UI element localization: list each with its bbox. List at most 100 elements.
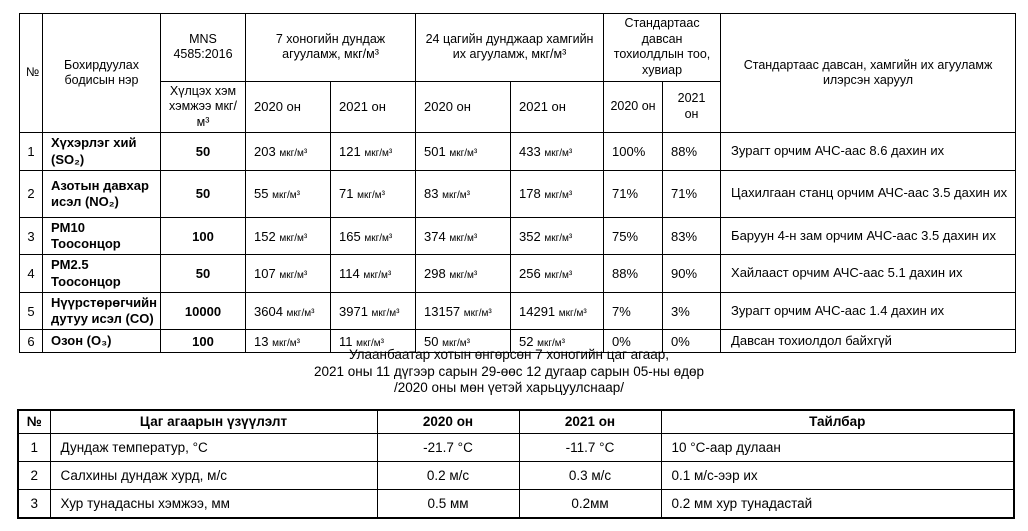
exceed-remark: Цахилгаан станц орчим АЧС-аас 3.5 дахин … — [720, 169, 1017, 218]
col-header-pollutant: Бохирдуулах бодисын нэр — [42, 12, 161, 134]
pct-2021: 0% — [662, 329, 722, 354]
row-number: 3 — [19, 216, 43, 256]
exceed-remark: Зурагт орчим АЧС-аас 8.6 дахин их — [720, 132, 1017, 171]
tolerance-limit: 100 — [160, 329, 246, 354]
value-unit: мкг/м³ — [544, 232, 573, 244]
tolerance-limit: 100 — [160, 216, 246, 256]
col-header-indicator: Цаг агаарын үзүүлэлт — [49, 409, 378, 434]
value-number: 203 — [254, 144, 276, 160]
col-header-weekly-2020: 2020 он — [245, 80, 331, 134]
tolerance-limit: 50 — [160, 254, 246, 293]
exceed-remark: Баруун 4-н зам орчим АЧС-аас 3.5 дахин и… — [720, 216, 1017, 256]
weather-note: 10 °С-аар дулаан — [660, 432, 1015, 462]
value-2021: 0.3 м/с — [518, 460, 662, 490]
col-header-daily-max: 24 цагийн дунджаар хамгийн их агууламж, … — [415, 13, 605, 82]
value-number: 433 — [519, 144, 541, 160]
value-number: 71 — [339, 186, 354, 202]
pct-2020: 71% — [603, 169, 664, 218]
value-unit: мкг/м³ — [356, 337, 385, 349]
pollutant-name: Хүхэрлэг хий (SO₂) — [42, 132, 161, 171]
value-unit: мкг/м³ — [286, 307, 315, 319]
weather-row-temperature: 1 Дундаж температур, °С -21.7 °С -11.7 °… — [17, 432, 1015, 462]
weekly-2021-value: 114 мкг/м³ — [329, 254, 417, 293]
value-unit: мкг/м³ — [272, 190, 300, 202]
daily-2021-value: 14291 мкг/м³ — [510, 291, 605, 331]
value-unit: мкг/м³ — [371, 307, 400, 319]
exceed-remark: Зурагт орчим АЧС-аас 1.4 дахин их — [720, 291, 1017, 331]
value-number: 11 — [339, 333, 353, 349]
value-number: 52 — [519, 333, 534, 349]
weekly-2020-value: 203 мкг/м³ — [245, 132, 331, 171]
col-header-exceed-station: Стандартаас давсан, хамгийн их агууламж … — [720, 12, 1017, 134]
pollutant-name: Озон (O₃) — [42, 329, 161, 354]
weather-header-row: № Цаг агаарын үзүүлэлт 2020 он 2021 он Т… — [17, 409, 1015, 434]
pct-2020: 7% — [603, 291, 664, 331]
pct-2020: 100% — [603, 132, 664, 171]
col-header-2020: 2020 он — [376, 409, 520, 434]
value-number: 107 — [254, 266, 276, 282]
daily-2020-value: 83 мкг/м³ — [415, 169, 512, 218]
col-header-pct-2021: 2021 он — [662, 80, 722, 134]
weekly-2021-value: 165 мкг/м³ — [329, 216, 417, 256]
value-number: 178 — [519, 186, 541, 202]
col-header-weekly-2021: 2021 он — [329, 80, 417, 134]
value-unit: мкг/м³ — [463, 307, 492, 319]
pollution-row-pm10: 3 PM10 Тоосонцор 100 152 мкг/м³ 165 мкг/… — [19, 216, 1017, 256]
weather-note: 0.1 м/с-ээр их — [660, 460, 1015, 490]
value-number: 14291 — [519, 303, 556, 319]
col-header-daily-2020: 2020 он — [415, 80, 512, 134]
value-unit: мкг/м³ — [357, 190, 385, 202]
value-number: 114 — [339, 266, 360, 282]
value-unit: мкг/м³ — [544, 270, 573, 282]
weekly-2020-value: 152 мкг/м³ — [245, 216, 331, 256]
pollution-header-row-1: № Бохирдуулах бодисын нэр MNS 4585:2016 … — [19, 12, 1017, 134]
weekly-2020-value: 55 мкг/м³ — [245, 169, 331, 218]
value-2020: 0.5 мм — [376, 488, 520, 519]
col-header-mns: MNS 4585:2016 — [160, 13, 246, 82]
pct-2021: 83% — [662, 216, 722, 256]
pollution-row-so2: 1 Хүхэрлэг хий (SO₂) 50 203 мкг/м³ 121 м… — [19, 132, 1017, 171]
value-unit: мкг/м³ — [279, 232, 308, 244]
col-header-exceed-count: Стандартаас давсан тохиолдлын тоо, хувиа… — [603, 13, 722, 82]
weather-row-wind: 2 Салхины дундаж хурд, м/с 0.2 м/с 0.3 м… — [17, 460, 1015, 490]
value-unit: мкг/м³ — [449, 270, 478, 282]
daily-2020-value: 13157 мкг/м³ — [415, 291, 512, 331]
value-unit: мкг/м³ — [449, 232, 478, 244]
weather-note: 0.2 мм хур тунадастай — [660, 488, 1015, 519]
pct-2021: 88% — [662, 132, 722, 171]
value-number: 55 — [254, 186, 269, 202]
value-unit: мкг/м³ — [558, 307, 587, 319]
pollution-table: № Бохирдуулах бодисын нэр MNS 4585:2016 … — [19, 12, 1017, 354]
value-unit: мкг/м³ — [537, 337, 565, 349]
pollution-row-no2: 2 Азотын давхар исэл (NO₂) 50 55 мкг/м³ … — [19, 169, 1017, 218]
value-unit: мкг/м³ — [272, 337, 300, 349]
value-unit: мкг/м³ — [364, 148, 393, 160]
value-unit: мкг/м³ — [442, 190, 470, 202]
daily-2020-value: 374 мкг/м³ — [415, 216, 512, 256]
weather-title-line3: /2020 оны мөн үетэй харьцуулснаар/ — [393, 380, 625, 395]
weekly-2021-value: 71 мкг/м³ — [329, 169, 417, 218]
value-2021: -11.7 °С — [518, 432, 662, 462]
row-number: 2 — [17, 460, 51, 490]
weather-indicator: Салхины дундаж хурд, м/с — [49, 460, 378, 490]
weather-section-title: Улаанбаатар хотын өнгөрсөн 7 хоногийн ца… — [0, 347, 1018, 397]
exceed-remark: Хайлааст орчим АЧС-аас 5.1 дахин их — [720, 254, 1017, 293]
tolerance-limit: 10000 — [160, 291, 246, 331]
exceed-remark: Давсан тохиолдол байхгүй — [720, 329, 1017, 354]
value-number: 165 — [339, 228, 361, 244]
value-number: 13157 — [424, 303, 461, 319]
weekly-2021-value: 11 мкг/м³ — [329, 329, 417, 354]
pollution-row-co: 5 Нүүрстөрөгчийн дутуу исэл (CO) 10000 3… — [19, 291, 1017, 331]
col-header-daily-2021: 2021 он — [510, 80, 605, 134]
pct-2020: 88% — [603, 254, 664, 293]
value-unit: мкг/м³ — [279, 148, 308, 160]
value-unit: мкг/м³ — [279, 270, 308, 282]
col-header-tolerance: Хүлцэх хэм хэмжээ мкг/м³ — [160, 80, 246, 134]
pct-2021: 3% — [662, 291, 722, 331]
weekly-2020-value: 107 мкг/м³ — [245, 254, 331, 293]
col-header-no: № — [17, 409, 51, 434]
weekly-2020-value: 3604 мкг/м³ — [245, 291, 331, 331]
daily-2021-value: 52 мкг/м³ — [510, 329, 605, 354]
daily-2021-value: 178 мкг/м³ — [510, 169, 605, 218]
col-header-no: № — [19, 12, 43, 134]
